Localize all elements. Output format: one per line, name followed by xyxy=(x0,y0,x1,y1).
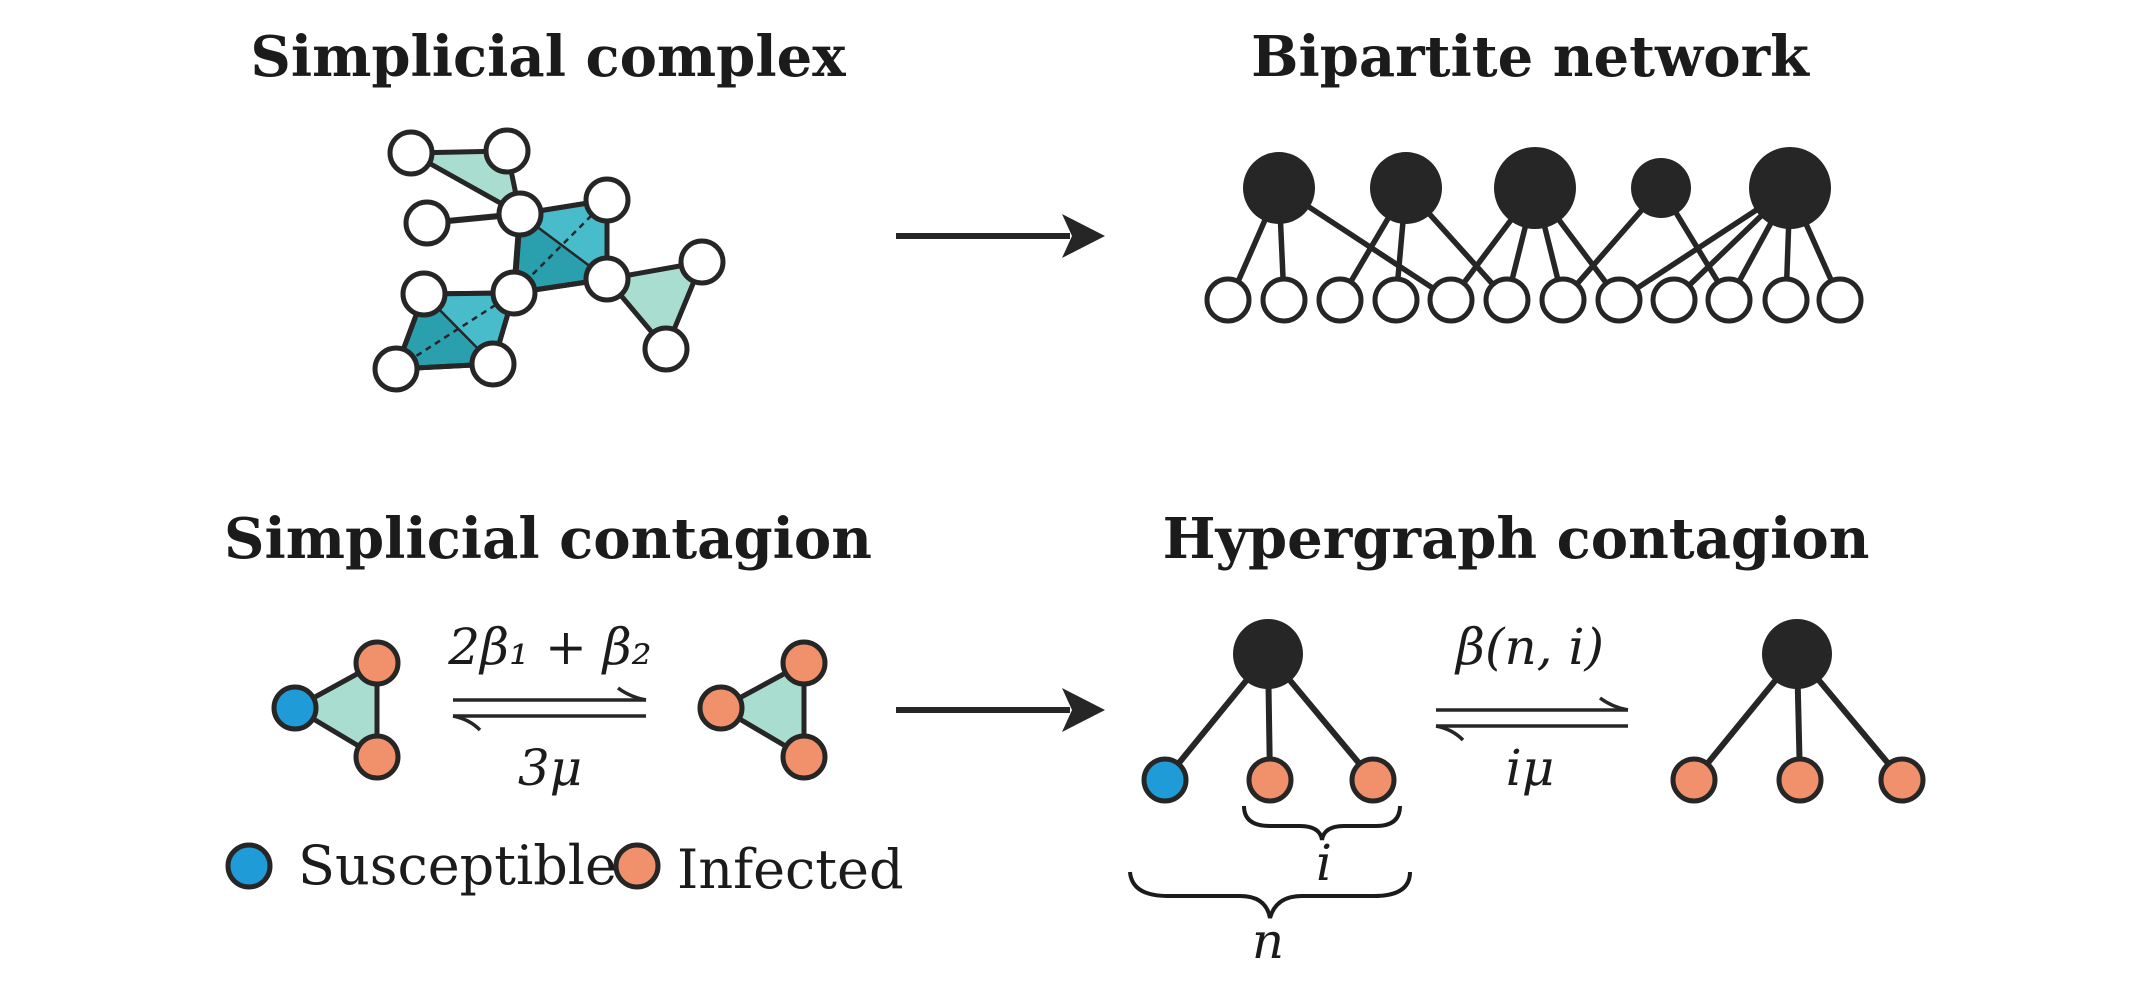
simplex-node xyxy=(496,190,544,238)
vertex-node xyxy=(1204,276,1252,324)
legend-infected-swatch xyxy=(613,842,661,890)
simplicial-backward-rate: 3μ xyxy=(518,739,582,797)
simplicial-forward-rate: 2β₁ + β₂ xyxy=(447,618,651,676)
infected-node xyxy=(697,684,745,732)
hyperedge-node xyxy=(1749,147,1831,229)
simplex-node xyxy=(469,340,517,388)
bipartite-network-diagram xyxy=(1204,147,1864,324)
vertex-node xyxy=(1483,276,1531,324)
vertex-node xyxy=(1316,276,1364,324)
simplex-node xyxy=(583,255,631,303)
infected-node xyxy=(1878,756,1926,804)
vertex-node xyxy=(1595,276,1643,324)
infected-node xyxy=(353,733,401,781)
infected-node xyxy=(1349,756,1397,804)
hyperedge-node xyxy=(1494,147,1576,229)
simplex-node xyxy=(400,270,448,318)
simplex-node xyxy=(642,325,690,373)
mapping-arrow-bottom xyxy=(896,688,1105,732)
vertex-node xyxy=(1427,276,1475,324)
simplex-node xyxy=(490,269,538,317)
infected-node xyxy=(1246,756,1294,804)
simplex-node xyxy=(372,345,420,393)
susceptible-node xyxy=(1141,756,1189,804)
simplex-node xyxy=(678,238,726,286)
simplex-node xyxy=(483,127,531,175)
simplicial-complex-diagram xyxy=(372,127,726,393)
hyperedge-node xyxy=(1243,152,1315,224)
hyperedge-node xyxy=(1631,158,1691,218)
simplicial-contagion-title: Simplicial contagion xyxy=(224,506,872,572)
vertex-node xyxy=(1372,276,1420,324)
legend: Susceptible Infected xyxy=(225,834,904,901)
vertex-node xyxy=(1650,276,1698,324)
infected-node xyxy=(1776,756,1824,804)
legend-infected-label: Infected xyxy=(677,838,904,901)
infected-node xyxy=(353,639,401,687)
legend-susceptible-swatch xyxy=(225,842,273,890)
vertex-node xyxy=(1539,276,1587,324)
simplicial-complex-title: Simplicial complex xyxy=(250,24,846,90)
simplex-node xyxy=(387,129,435,177)
simplicial-equilibrium-arrows xyxy=(452,686,647,732)
hypergraph-equilibrium-arrows xyxy=(1435,696,1629,742)
hyperedge-node xyxy=(1762,619,1832,689)
mapping-arrow-top xyxy=(896,214,1105,258)
hypergraph-backward-rate: iμ xyxy=(1506,739,1555,797)
bipartite-network-title: Bipartite network xyxy=(1251,24,1810,90)
vertex-node xyxy=(1816,276,1864,324)
hyperedge-node xyxy=(1233,619,1303,689)
simplex-node xyxy=(403,199,451,247)
hypergraph-contagion-after xyxy=(1670,619,1926,804)
hypergraph-contagion-before xyxy=(1141,619,1397,804)
vertex-node xyxy=(1260,276,1308,324)
infected-node xyxy=(1670,756,1718,804)
brace-large-label: n xyxy=(1252,912,1284,970)
susceptible-node xyxy=(271,684,319,732)
hypergraph-forward-rate: β(n, i) xyxy=(1454,618,1604,676)
simplex-node xyxy=(583,176,631,224)
infected-node xyxy=(780,639,828,687)
brace-infected-count xyxy=(1242,805,1402,841)
simplicial-contagion-after xyxy=(697,639,828,781)
legend-susceptible-label: Susceptible xyxy=(298,834,617,897)
infected-node xyxy=(780,733,828,781)
vertex-node xyxy=(1705,276,1753,324)
brace-small-label: i xyxy=(1316,834,1332,892)
vertex-node xyxy=(1762,276,1810,324)
hyperedge-node xyxy=(1370,152,1442,224)
simplicial-contagion-before xyxy=(271,639,401,781)
brace-group-size xyxy=(1128,871,1412,919)
hypergraph-contagion-title: Hypergraph contagion xyxy=(1163,506,1870,572)
simplex-triangle-right xyxy=(604,259,705,352)
